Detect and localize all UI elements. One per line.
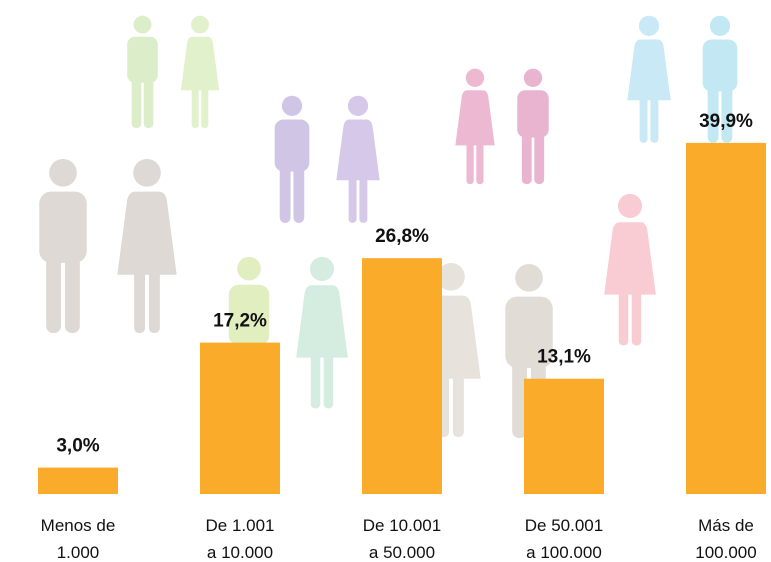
person-icon bbox=[455, 68, 495, 185]
person-icon bbox=[627, 15, 671, 143]
bar bbox=[362, 258, 442, 494]
person-icon bbox=[296, 256, 348, 409]
x-tick-label: De 50.001 a 100.000 bbox=[524, 516, 604, 562]
person-icon bbox=[117, 158, 177, 334]
bars: 3,0% 17,2% 26,8% 13,1% 39,9% bbox=[38, 111, 766, 494]
data-label: 26,8% bbox=[375, 226, 429, 247]
x-tick-label: Más de 100.000 bbox=[695, 516, 757, 562]
data-label: 13,1% bbox=[537, 347, 591, 368]
person-icon bbox=[180, 15, 220, 129]
person-icon bbox=[39, 158, 87, 334]
bar bbox=[200, 342, 280, 494]
person-icon bbox=[517, 68, 549, 185]
data-label: 39,9% bbox=[699, 111, 753, 132]
data-label: 3,0% bbox=[56, 436, 99, 457]
person-icon bbox=[127, 15, 158, 129]
bar bbox=[686, 142, 766, 494]
person-icon bbox=[274, 95, 310, 223]
person-icon bbox=[604, 193, 656, 346]
x-tick-label: De 1.001 a 10.000 bbox=[205, 516, 275, 562]
data-label: 17,2% bbox=[213, 311, 267, 332]
bar bbox=[524, 378, 604, 494]
bar bbox=[38, 467, 118, 494]
x-tick-label: De 10.001 a 50.000 bbox=[362, 516, 442, 562]
x-tick-label: Menos de 1.000 bbox=[40, 516, 116, 562]
person-icon bbox=[336, 95, 380, 223]
